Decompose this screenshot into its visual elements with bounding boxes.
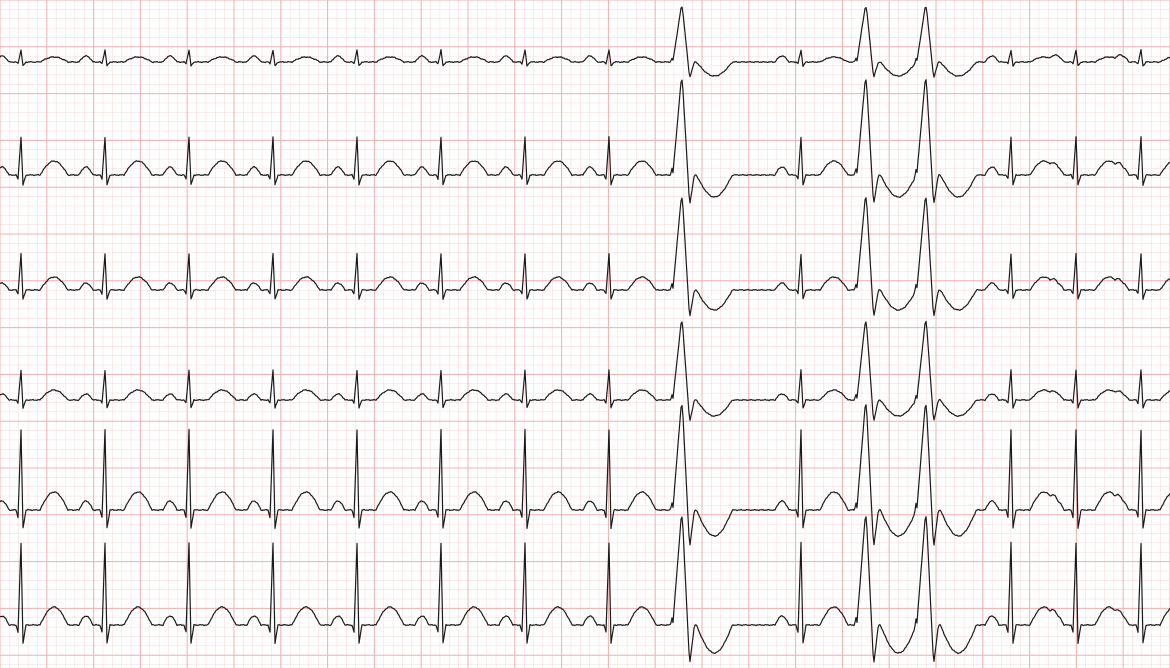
ecg-chart <box>0 0 1170 668</box>
ecg-svg <box>0 0 1170 668</box>
